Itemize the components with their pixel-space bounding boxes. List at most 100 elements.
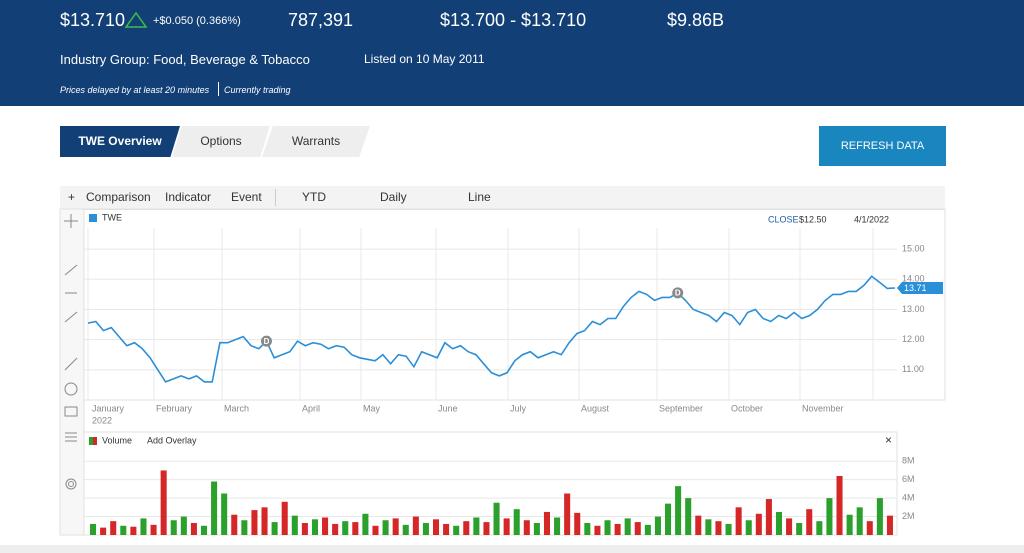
- event-label: D: [675, 288, 681, 297]
- volume-bar: [271, 522, 278, 535]
- tab[interactable]: TWE Overview: [60, 126, 180, 157]
- refresh-button[interactable]: REFRESH DATA: [819, 126, 946, 166]
- quote-header: $13.710 +$0.050 (0.366%) 787,391 $13.700…: [0, 0, 1024, 106]
- event-marker: [672, 287, 684, 299]
- volume-bar: [665, 503, 672, 535]
- volume-bar: [876, 498, 883, 535]
- current-price-label: 13.71: [904, 283, 927, 293]
- volume-bar: [594, 525, 601, 535]
- style-button[interactable]: Line: [468, 190, 491, 204]
- legend-swatch: [93, 437, 97, 445]
- volume-bar: [745, 520, 752, 535]
- volume-bar: [322, 517, 329, 535]
- volume-bar: [443, 523, 450, 535]
- day-range: $13.700 - $13.710: [440, 10, 587, 30]
- volume-bar: [160, 470, 167, 535]
- volume-bar: [775, 511, 783, 535]
- volume-bar: [493, 502, 500, 535]
- volume-bar: [140, 518, 147, 535]
- x-tick-label: 2022: [92, 415, 112, 425]
- x-tick-label: April: [302, 403, 320, 413]
- add-overlay[interactable]: Add Overlay: [147, 435, 197, 445]
- volume-bar: [372, 525, 379, 535]
- volume-bar: [644, 524, 651, 535]
- volume-bar: [311, 519, 318, 535]
- comparison-button[interactable]: Comparison: [86, 190, 151, 204]
- volume-bar: [846, 514, 853, 535]
- current-price-tag: [897, 282, 943, 295]
- volume-panel: [83, 431, 898, 536]
- volume-bar: [130, 526, 137, 535]
- volume-bar: [231, 514, 238, 535]
- volume-bar: [150, 524, 157, 535]
- volume-bar: [200, 525, 208, 535]
- y-tick-label: 13.00: [902, 304, 925, 314]
- volume-bar: [251, 510, 258, 535]
- y-tick-label: 2M: [902, 511, 915, 521]
- event-marker: [260, 335, 272, 347]
- volume-bar: [614, 523, 621, 535]
- volume-bar: [342, 521, 349, 535]
- volume-bar: [765, 499, 772, 535]
- period-button[interactable]: YTD: [302, 190, 326, 204]
- volume-bar: [412, 516, 419, 535]
- legend-label: Volume: [102, 435, 132, 445]
- price-line: [87, 275, 896, 383]
- x-tick-label: March: [224, 403, 249, 413]
- delay-note: Prices delayed by at least 20 minutes: [60, 85, 210, 95]
- volume-bar: [180, 516, 187, 535]
- y-tick-label: 4M: [902, 492, 915, 502]
- indicator-button[interactable]: Indicator: [165, 190, 212, 204]
- volume-bar: [513, 509, 520, 535]
- volume-bar: [281, 501, 288, 535]
- volume-bar: [463, 521, 470, 535]
- close-panel[interactable]: ×: [885, 433, 892, 447]
- volume-bar: [816, 521, 823, 535]
- x-tick-label: November: [802, 403, 844, 413]
- volume-bar: [856, 507, 863, 535]
- volume-bar: [886, 515, 893, 535]
- y-tick-label: 6M: [902, 474, 915, 484]
- volume-bar: [574, 512, 581, 535]
- volume-bar: [836, 475, 843, 535]
- y-tick-label: 14.00: [902, 274, 925, 284]
- x-tick-label: September: [659, 403, 703, 413]
- volume-bar: [786, 518, 793, 535]
- price-panel: [83, 208, 946, 401]
- volume-bar: [533, 523, 540, 535]
- volume-bar: [352, 522, 359, 535]
- volume-bar: [634, 522, 641, 535]
- plus-icon: +: [68, 190, 76, 204]
- interval-button[interactable]: Daily: [380, 190, 407, 204]
- y-tick-label: 11.00: [902, 364, 924, 374]
- tab[interactable]: Warrants: [262, 126, 370, 157]
- y-tick-label: 8M: [902, 456, 915, 466]
- x-tick-label: June: [438, 403, 458, 413]
- separator: [275, 189, 276, 206]
- x-tick-label: July: [510, 403, 527, 413]
- x-tick-label: February: [156, 403, 193, 413]
- volume-bar: [291, 515, 298, 535]
- event-button[interactable]: Event: [231, 190, 262, 204]
- x-tick-label: October: [731, 403, 763, 413]
- tab[interactable]: Options: [172, 126, 270, 157]
- volume-bar: [735, 507, 742, 535]
- volume-bar: [392, 518, 399, 535]
- volume-bar: [332, 523, 339, 535]
- x-tick-label: May: [363, 403, 381, 413]
- volume-bar: [624, 518, 631, 535]
- volume-bar: [221, 493, 228, 535]
- volume-bar: [473, 517, 480, 535]
- volume-bar: [261, 507, 268, 535]
- volume-bar: [241, 520, 248, 535]
- market-cap: $9.86B: [667, 10, 725, 30]
- volume-bar: [604, 520, 611, 535]
- volume-bar: [715, 521, 722, 535]
- volume-bar: [402, 524, 409, 535]
- volume-bar: [362, 513, 369, 535]
- footer-strip: [0, 545, 1024, 553]
- up-arrow: [124, 11, 148, 28]
- close-value: $12.50: [799, 214, 827, 224]
- y-tick-label: 15.00: [902, 243, 925, 253]
